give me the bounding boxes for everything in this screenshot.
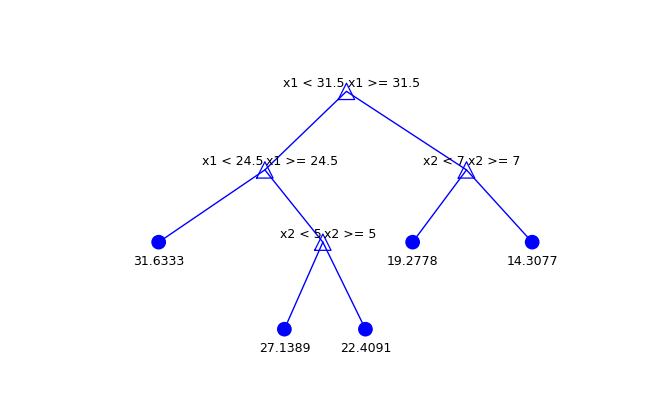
Text: 19.2778: 19.2778 [387, 255, 438, 268]
Ellipse shape [406, 235, 419, 249]
Text: 22.4091: 22.4091 [340, 342, 391, 355]
Text: x1 >= 31.5: x1 >= 31.5 [348, 77, 420, 90]
Ellipse shape [278, 323, 291, 336]
Text: x2 >= 5: x2 >= 5 [324, 228, 377, 240]
Ellipse shape [152, 235, 166, 249]
Text: 27.1389: 27.1389 [259, 342, 310, 355]
Text: 31.6333: 31.6333 [133, 255, 184, 268]
Text: 14.3077: 14.3077 [506, 255, 558, 268]
Text: x2 >= 7: x2 >= 7 [468, 155, 520, 168]
Text: x2 < 5: x2 < 5 [279, 228, 321, 240]
Text: x1 < 24.5: x1 < 24.5 [202, 155, 263, 168]
Text: x1 < 31.5: x1 < 31.5 [283, 77, 345, 90]
Ellipse shape [359, 323, 372, 336]
Ellipse shape [526, 235, 539, 249]
Text: x1 >= 24.5: x1 >= 24.5 [266, 155, 338, 168]
Text: x2 < 7: x2 < 7 [423, 155, 465, 168]
